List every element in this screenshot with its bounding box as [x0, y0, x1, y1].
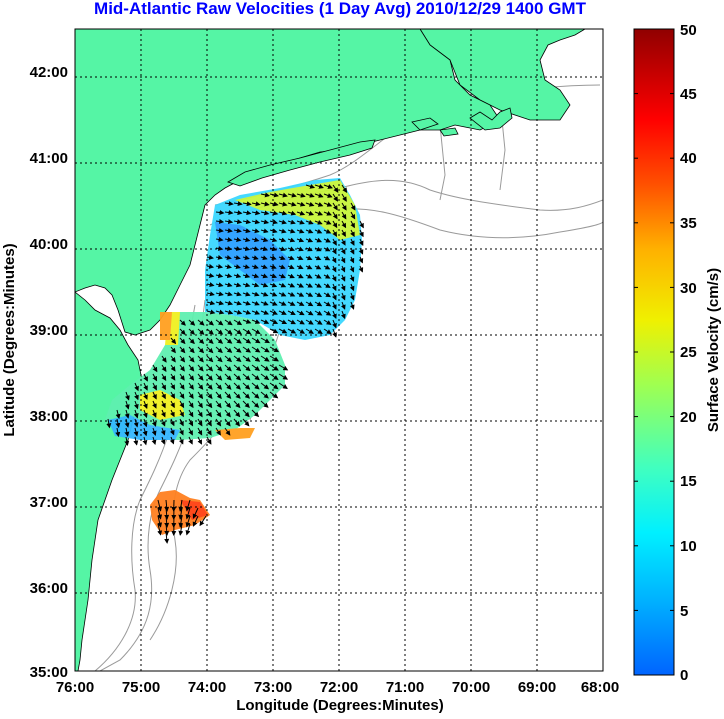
colorbar-tick-label: 30	[680, 280, 697, 297]
colorbar-tick-label: 15	[680, 473, 697, 490]
y-tick-label: 37:00	[30, 494, 68, 511]
y-tick-label: 35:00	[30, 664, 68, 681]
colorbar-tick-label: 20	[680, 409, 697, 426]
x-tick-label: 69:00	[518, 679, 556, 696]
colorbar: 0 5 10 15 20 25 30 35 40 45 50 Surface V…	[634, 22, 722, 684]
colorbar-tick-label: 25	[680, 344, 697, 361]
colorbar-tick-label: 35	[680, 215, 697, 232]
x-tick-label: 73:00	[254, 679, 292, 696]
colorbar-tick-label: 0	[680, 667, 688, 684]
colorbar-label: Surface Velocity (cm/s)	[705, 268, 722, 432]
y-axis: 35:00 36:00 37:00 38:00 39:00 40:00 41:0…	[1, 64, 68, 681]
chart-title: Mid-Atlantic Raw Velocities (1 Day Avg) …	[94, 0, 587, 18]
x-tick-label: 76:00	[56, 679, 94, 696]
colorbar-tick-label: 45	[680, 86, 697, 103]
map-area	[75, 29, 603, 671]
colorbar-tick-label: 10	[680, 538, 697, 555]
y-tick-label: 38:00	[30, 408, 68, 425]
x-tick-label: 71:00	[386, 679, 424, 696]
x-tick-label: 70:00	[452, 679, 490, 696]
colorbar-scale	[634, 29, 674, 675]
x-tick-label: 74:00	[188, 679, 226, 696]
x-axis: 76:00 75:00 74:00 73:00 72:00 71:00 70:0…	[56, 679, 619, 714]
y-tick-label: 41:00	[30, 150, 68, 167]
x-tick-label: 72:00	[320, 679, 358, 696]
y-tick-label: 39:00	[30, 322, 68, 339]
y-axis-label: Latitude (Degrees:Minutes)	[1, 243, 18, 436]
colorbar-tick-label: 5	[680, 603, 688, 620]
y-tick-label: 42:00	[30, 64, 68, 81]
x-tick-label: 68:00	[581, 679, 619, 696]
x-tick-label: 75:00	[122, 679, 160, 696]
colorbar-tick-label: 50	[680, 22, 697, 39]
y-tick-label: 40:00	[30, 236, 68, 253]
x-axis-label: Longitude (Degrees:Minutes)	[236, 697, 444, 714]
colorbar-tick-label: 40	[680, 150, 697, 167]
y-tick-label: 36:00	[30, 580, 68, 597]
